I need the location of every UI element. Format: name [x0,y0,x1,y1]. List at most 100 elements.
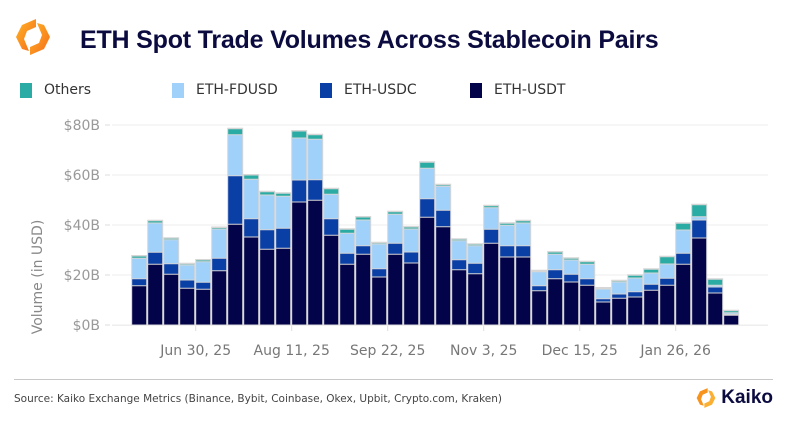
bar-others [244,175,259,179]
bar-eth-fdusd [420,168,435,199]
bar-eth-fdusd [324,194,339,219]
brand-name: Kaiko [721,387,773,408]
bar-eth-fdusd [580,264,595,279]
bar-stack [131,255,148,325]
bar-eth-usdt [660,285,675,325]
bar-eth-usdt [212,271,227,325]
bar-stack [515,219,532,325]
bar-stack [595,287,612,325]
bar-eth-fdusd [404,229,419,252]
bar-eth-usdc [532,286,547,291]
bar-eth-usdt [148,264,163,325]
legend-item-usdt: ETH-USDT [470,82,565,98]
brand: Kaiko [695,387,773,409]
bar-eth-usdc [676,253,691,264]
bar-eth-usdc [420,199,435,217]
bar-eth-fdusd [676,230,691,253]
bar-eth-usdc [244,219,259,237]
bar-others [628,275,643,278]
bar-eth-usdc [580,279,595,285]
bar-stack [387,210,404,325]
bar-eth-usdt [260,249,275,325]
bar-stack [563,257,580,325]
x-tick-label: Aug 11, 25 [254,343,330,359]
bar-eth-usdt [628,297,643,325]
bar-others [660,257,675,264]
bar-others [276,193,291,196]
bar-eth-usdc [388,243,403,254]
bar-others [292,131,307,138]
y-tick-label: $80B [64,118,100,134]
bar-stack [659,255,676,325]
bar-eth-usdc [500,246,515,257]
bar-eth-usdc [276,228,291,248]
bar-eth-usdc [228,176,243,224]
bar-eth-usdt [708,293,723,325]
bar-eth-usdc [628,292,643,297]
bar-others [436,185,451,186]
bar-eth-usdc [164,264,179,274]
bar-eth-usdt [484,243,499,325]
bar-others [148,221,163,223]
bar-eth-fdusd [708,285,723,287]
bar-eth-fdusd [260,195,275,230]
bar-eth-usdc [436,210,451,227]
bar-stack [403,226,420,325]
footer-divider [14,379,773,380]
bar-eth-fdusd [356,220,371,246]
y-axis: $0B $20B $40B $60B $80B [64,118,110,334]
bar-stack [611,279,628,325]
bar-eth-usdt [420,217,435,325]
source-note: Source: Kaiko Exchange Metrics (Binance,… [14,393,502,405]
bar-eth-usdt [324,235,339,325]
bar-eth-usdt [132,286,147,325]
y-tick-label: $0B [73,318,100,334]
bar-others [692,205,707,217]
bar-eth-usdt [436,227,451,325]
bar-eth-fdusd [596,289,611,299]
x-tick-label: Jun 30, 25 [159,343,231,359]
bar-eth-usdc [692,220,707,238]
bar-eth-usdc [292,180,307,202]
bar-eth-usdc [340,253,355,264]
x-axis: Jun 30, 25 Aug 11, 25 Sep 22, 25 Nov 3, 25 D… [112,325,768,359]
bar-others [724,311,739,313]
stacked-bar-chart: $0B $20B $40B $60B $80B Volume (in USD) Jun … [30,118,768,359]
bar-eth-fdusd [548,254,563,270]
x-tick-label: Nov 3, 25 [450,343,517,359]
bar-eth-fdusd [276,196,291,228]
bar-eth-fdusd [196,262,211,282]
bar-others [132,256,147,258]
bar-eth-fdusd [612,282,627,294]
legend-item-others: Others [20,82,91,98]
bar-eth-fdusd [212,229,227,258]
chart-title: ETH Spot Trade Volumes Across Stablecoin… [80,26,659,54]
bar-eth-fdusd [500,225,515,246]
bar-eth-usdc [212,258,227,271]
bar-stack [179,262,196,325]
bar-eth-usdt [180,288,195,325]
bar-eth-usdt [644,290,659,325]
bar-eth-fdusd [388,214,403,243]
bar-eth-fdusd [660,264,675,278]
bar-stack [627,274,644,325]
bar-stack [339,228,356,325]
bar-eth-usdc [148,252,163,264]
legend-swatch-others [20,82,32,98]
bar-eth-usdc [484,229,499,243]
bar-stack [419,161,436,325]
bar-eth-fdusd [644,273,659,284]
bar-eth-usdt [724,315,739,325]
kaiko-brand-logo-icon [695,387,717,409]
bar-eth-usdc [644,284,659,290]
bar-others [580,262,595,264]
bar-eth-usdc [260,230,275,249]
bar-stack [723,309,740,325]
bar-eth-fdusd [132,258,147,279]
bar-eth-usdt [244,237,259,325]
bar-stack [211,226,228,325]
bar-stack [243,174,260,325]
bar-eth-usdc [372,269,387,277]
bar-stack [547,251,564,325]
bar-eth-usdc [468,263,483,274]
